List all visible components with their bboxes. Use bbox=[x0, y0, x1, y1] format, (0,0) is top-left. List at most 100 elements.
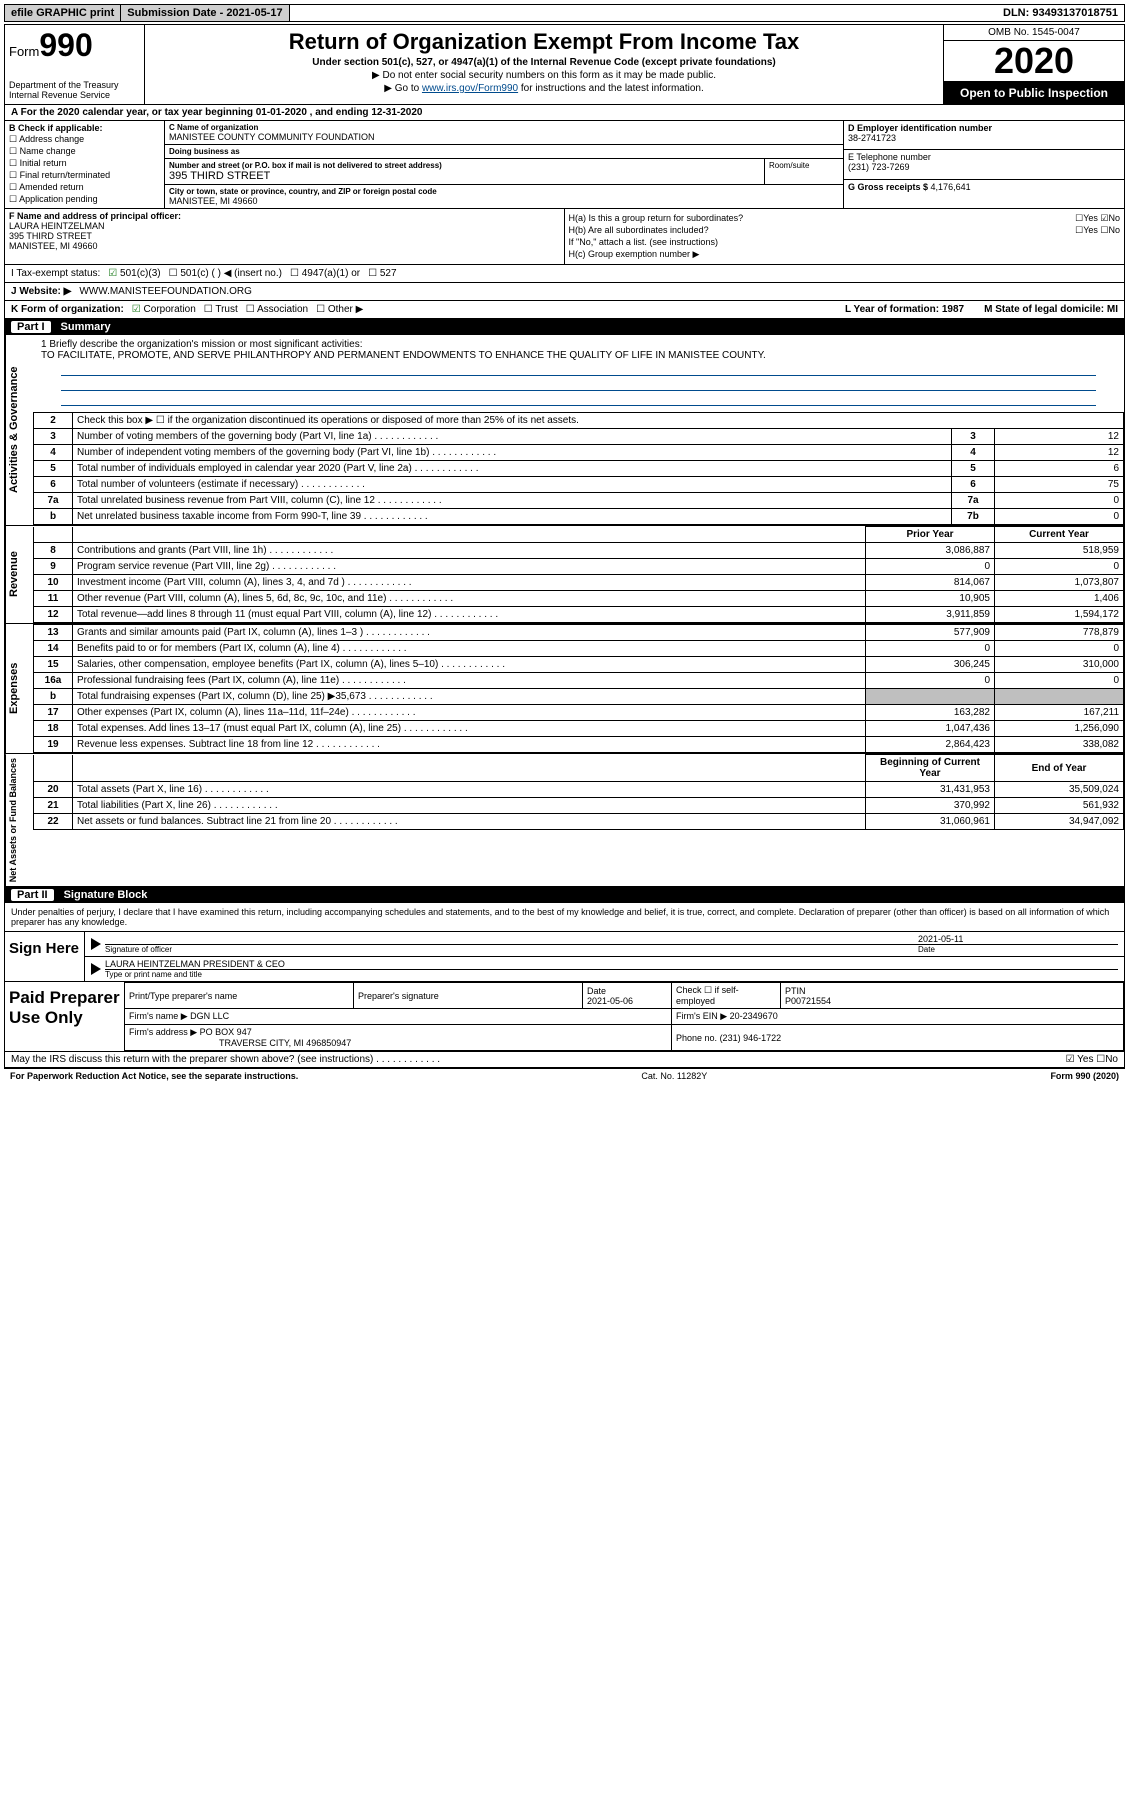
check-name-change[interactable]: Name change bbox=[9, 146, 160, 157]
street-label: Number and street (or P.O. box if mail i… bbox=[169, 161, 760, 170]
submission-date-button[interactable]: Submission Date - 2021-05-17 bbox=[121, 5, 289, 21]
check-address-change[interactable]: Address change bbox=[9, 134, 160, 145]
check-527[interactable]: 527 bbox=[368, 268, 396, 279]
dba-label: Doing business as bbox=[169, 147, 839, 156]
sign-here-label: Sign Here bbox=[5, 932, 85, 981]
check-501c3[interactable]: 501(c)(3) bbox=[108, 268, 160, 279]
dba-line: Doing business as bbox=[165, 145, 843, 159]
table-row: 20Total assets (Part X, line 16)31,431,9… bbox=[34, 782, 1124, 798]
mission-line bbox=[61, 393, 1096, 406]
check-4947[interactable]: 4947(a)(1) or bbox=[290, 268, 360, 279]
irs-link[interactable]: www.irs.gov/Form990 bbox=[422, 83, 518, 94]
h-c: H(c) Group exemption number ▶ bbox=[569, 249, 1121, 260]
table-row: 19Revenue less expenses. Subtract line 1… bbox=[34, 737, 1124, 753]
check-other[interactable]: Other ▶ bbox=[316, 304, 363, 315]
mission-block: 1 Briefly describe the organization's mi… bbox=[33, 335, 1124, 412]
check-corporation[interactable]: Corporation bbox=[132, 304, 196, 315]
sig-arrow-icon bbox=[91, 938, 101, 950]
form-subtitle: Under section 501(c), 527, or 4947(a)(1)… bbox=[149, 57, 939, 68]
firm-addr-cell: Firm's address ▶ PO BOX 947 TRAVERSE CIT… bbox=[125, 1025, 672, 1051]
check-association[interactable]: Association bbox=[246, 304, 308, 315]
footer-mid: Cat. No. 11282Y bbox=[641, 1071, 707, 1081]
sig-date-label: Date bbox=[918, 944, 1118, 954]
form-number-cell: Form990 Department of the Treasury Inter… bbox=[5, 25, 145, 104]
net-assets-section: Net Assets or Fund Balances Beginning of… bbox=[5, 754, 1124, 887]
signature-block: Under penalties of perjury, I declare th… bbox=[5, 903, 1124, 982]
preparer-block: Paid Preparer Use Only Print/Type prepar… bbox=[5, 982, 1124, 1052]
table-row: 3Number of voting members of the governi… bbox=[34, 429, 1124, 445]
table-row: 4Number of independent voting members of… bbox=[34, 445, 1124, 461]
table-row: 9Program service revenue (Part VIII, lin… bbox=[34, 559, 1124, 575]
activities-table: 2Check this box ▶ ☐ if the organization … bbox=[33, 412, 1124, 525]
part1-num: Part I bbox=[11, 321, 51, 333]
ha-no[interactable]: ☑No bbox=[1100, 213, 1120, 223]
check-final-return[interactable]: Final return/terminated bbox=[9, 170, 160, 181]
table-row: 17Other expenses (Part IX, column (A), l… bbox=[34, 705, 1124, 721]
part2-num: Part II bbox=[11, 889, 54, 901]
gross-row: G Gross receipts $ 4,176,641 bbox=[844, 180, 1124, 208]
prep-row-3: Firm's address ▶ PO BOX 947 TRAVERSE CIT… bbox=[125, 1025, 1124, 1051]
gross-value: 4,176,641 bbox=[931, 182, 971, 192]
org-name: MANISTEE COUNTY COMMUNITY FOUNDATION bbox=[169, 132, 839, 142]
part1-header: Part I Summary bbox=[5, 319, 1124, 335]
gross-label: G Gross receipts $ bbox=[848, 182, 931, 192]
table-row: 15Salaries, other compensation, employee… bbox=[34, 657, 1124, 673]
table-row: 14Benefits paid to or for members (Part … bbox=[34, 641, 1124, 657]
discuss-yes[interactable]: ☑ Yes bbox=[1066, 1054, 1094, 1065]
table-row: 5Total number of individuals employed in… bbox=[34, 461, 1124, 477]
form-title: Return of Organization Exempt From Incom… bbox=[149, 29, 939, 55]
website-label: J Website: ▶ bbox=[11, 286, 71, 297]
sig-arrow-icon bbox=[91, 963, 101, 975]
h-b-note: If "No," attach a list. (see instruction… bbox=[569, 237, 1121, 247]
state-domicile: M State of legal domicile: MI bbox=[984, 304, 1118, 315]
sig-name-label: Type or print name and title bbox=[105, 969, 1118, 979]
col-b: B Check if applicable: Address change Na… bbox=[5, 121, 165, 208]
officer-addr2: MANISTEE, MI 49660 bbox=[9, 241, 98, 251]
officer-name: LAURA HEINTZELMAN bbox=[9, 221, 105, 231]
activities-section: Activities & Governance 1 Briefly descri… bbox=[5, 335, 1124, 526]
preparer-table: Print/Type preparer's name Preparer's si… bbox=[125, 982, 1124, 1051]
check-trust[interactable]: Trust bbox=[204, 304, 238, 315]
hb-no[interactable]: ☐No bbox=[1100, 225, 1120, 235]
address-row: Number and street (or P.O. box if mail i… bbox=[165, 159, 843, 185]
mission-line bbox=[61, 378, 1096, 391]
status-label: I Tax-exempt status: bbox=[11, 268, 100, 279]
info-grid: B Check if applicable: Address change Na… bbox=[5, 121, 1124, 209]
dln-label: DLN: 93493137018751 bbox=[997, 5, 1124, 21]
ha-yes[interactable]: ☐Yes bbox=[1075, 213, 1098, 223]
revenue-section: Revenue Prior YearCurrent Year8Contribut… bbox=[5, 526, 1124, 624]
table-row: 18Total expenses. Add lines 13–17 (must … bbox=[34, 721, 1124, 737]
prep-date-cell: Date2021-05-06 bbox=[583, 983, 672, 1009]
activities-label: Activities & Governance bbox=[5, 335, 33, 525]
phone-label: E Telephone number bbox=[848, 152, 931, 162]
title-cell: Return of Organization Exempt From Incom… bbox=[145, 25, 944, 104]
part2-title: Signature Block bbox=[64, 889, 148, 901]
prep-name-label: Print/Type preparer's name bbox=[125, 983, 354, 1009]
hb-yes[interactable]: ☐Yes bbox=[1075, 225, 1098, 235]
h-b: H(b) Are all subordinates included? ☐Yes… bbox=[569, 225, 1121, 235]
paid-preparer-label: Paid Preparer Use Only bbox=[5, 982, 125, 1051]
k-row: K Form of organization: Corporation Trus… bbox=[5, 301, 1124, 319]
check-initial-return[interactable]: Initial return bbox=[9, 158, 160, 169]
top-toolbar: efile GRAPHIC print Submission Date - 20… bbox=[4, 4, 1125, 22]
footer-right: Form 990 (2020) bbox=[1050, 1071, 1119, 1081]
city-label: City or town, state or province, country… bbox=[169, 187, 839, 196]
efile-button[interactable]: efile GRAPHIC print bbox=[5, 5, 121, 21]
sig-row-1: Signature of officer 2021-05-11 Date bbox=[85, 932, 1124, 957]
goto-pre: ▶ Go to bbox=[384, 83, 422, 94]
header-right: OMB No. 1545-0047 2020 Open to Public In… bbox=[944, 25, 1124, 104]
check-amended[interactable]: Amended return bbox=[9, 182, 160, 193]
period-row: A For the 2020 calendar year, or tax yea… bbox=[5, 105, 1124, 121]
prep-self-employed[interactable]: Check ☐ if self-employed bbox=[672, 983, 781, 1009]
h-a: H(a) Is this a group return for subordin… bbox=[569, 213, 1121, 223]
discuss-no[interactable]: ☐No bbox=[1096, 1054, 1118, 1065]
website-row: J Website: ▶ WWW.MANISTEEFOUNDATION.ORG bbox=[5, 283, 1124, 301]
form-header: Form990 Department of the Treasury Inter… bbox=[5, 25, 1124, 105]
fh-grid: F Name and address of principal officer:… bbox=[5, 209, 1124, 265]
year-formation: L Year of formation: 1987 bbox=[845, 304, 964, 315]
part1-title: Summary bbox=[61, 321, 111, 333]
net-assets-label: Net Assets or Fund Balances bbox=[5, 754, 33, 886]
check-application-pending[interactable]: Application pending bbox=[9, 194, 160, 205]
website-value: WWW.MANISTEEFOUNDATION.ORG bbox=[79, 286, 252, 297]
check-501c[interactable]: 501(c) ( ) ◀ (insert no.) bbox=[169, 268, 282, 279]
